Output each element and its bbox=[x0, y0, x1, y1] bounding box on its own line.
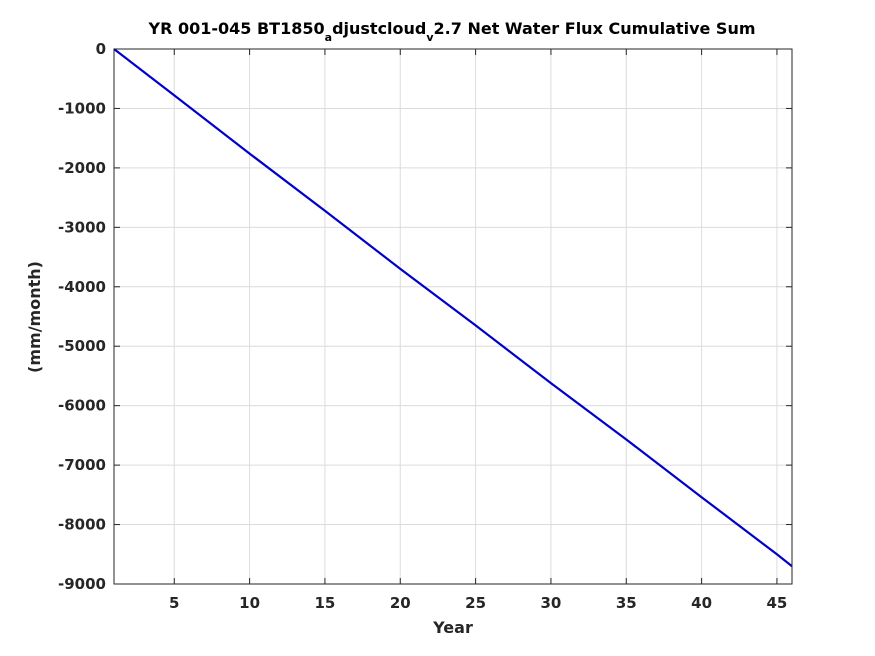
y-tick-label: -5000 bbox=[58, 337, 106, 355]
x-tick-labels: 5 10 15 20 25 30 35 40 45 bbox=[169, 594, 787, 612]
x-tick-label: 25 bbox=[465, 594, 486, 612]
series-layer bbox=[113, 48, 793, 568]
x-tick-label: 40 bbox=[691, 594, 712, 612]
plot-area bbox=[114, 49, 792, 584]
axes-box bbox=[113, 48, 793, 585]
y-tick-label: 0 bbox=[96, 40, 106, 58]
y-tick-label: -9000 bbox=[58, 575, 106, 593]
x-tick-label: 5 bbox=[169, 594, 179, 612]
x-tick-label: 45 bbox=[766, 594, 787, 612]
x-tick-label: 35 bbox=[616, 594, 637, 612]
y-tick-label: -6000 bbox=[58, 397, 106, 415]
x-tick-label: 20 bbox=[390, 594, 411, 612]
x-tick-label: 15 bbox=[314, 594, 335, 612]
x-axis-label: Year bbox=[432, 618, 473, 637]
tick-marks bbox=[114, 48, 792, 585]
y-tick-label: -4000 bbox=[58, 278, 106, 296]
y-axis-label: (mm/month) bbox=[25, 261, 44, 373]
y-tick-label: -2000 bbox=[58, 159, 106, 177]
y-tick-label: -3000 bbox=[58, 218, 106, 236]
y-tick-label: -7000 bbox=[58, 456, 106, 474]
y-tick-label: -1000 bbox=[58, 99, 106, 117]
x-tick-label: 30 bbox=[540, 594, 561, 612]
y-tick-label: -8000 bbox=[58, 516, 106, 534]
y-tick-labels: 0 -1000 -2000 -3000 -4000 -5000 -6000 -7000 -800… bbox=[58, 40, 106, 593]
series-line bbox=[113, 48, 793, 568]
chart-title: YR 001-045 BT1850adjustcloudv2.7 Net Wat… bbox=[148, 19, 756, 44]
x-tick-label: 10 bbox=[239, 594, 260, 612]
